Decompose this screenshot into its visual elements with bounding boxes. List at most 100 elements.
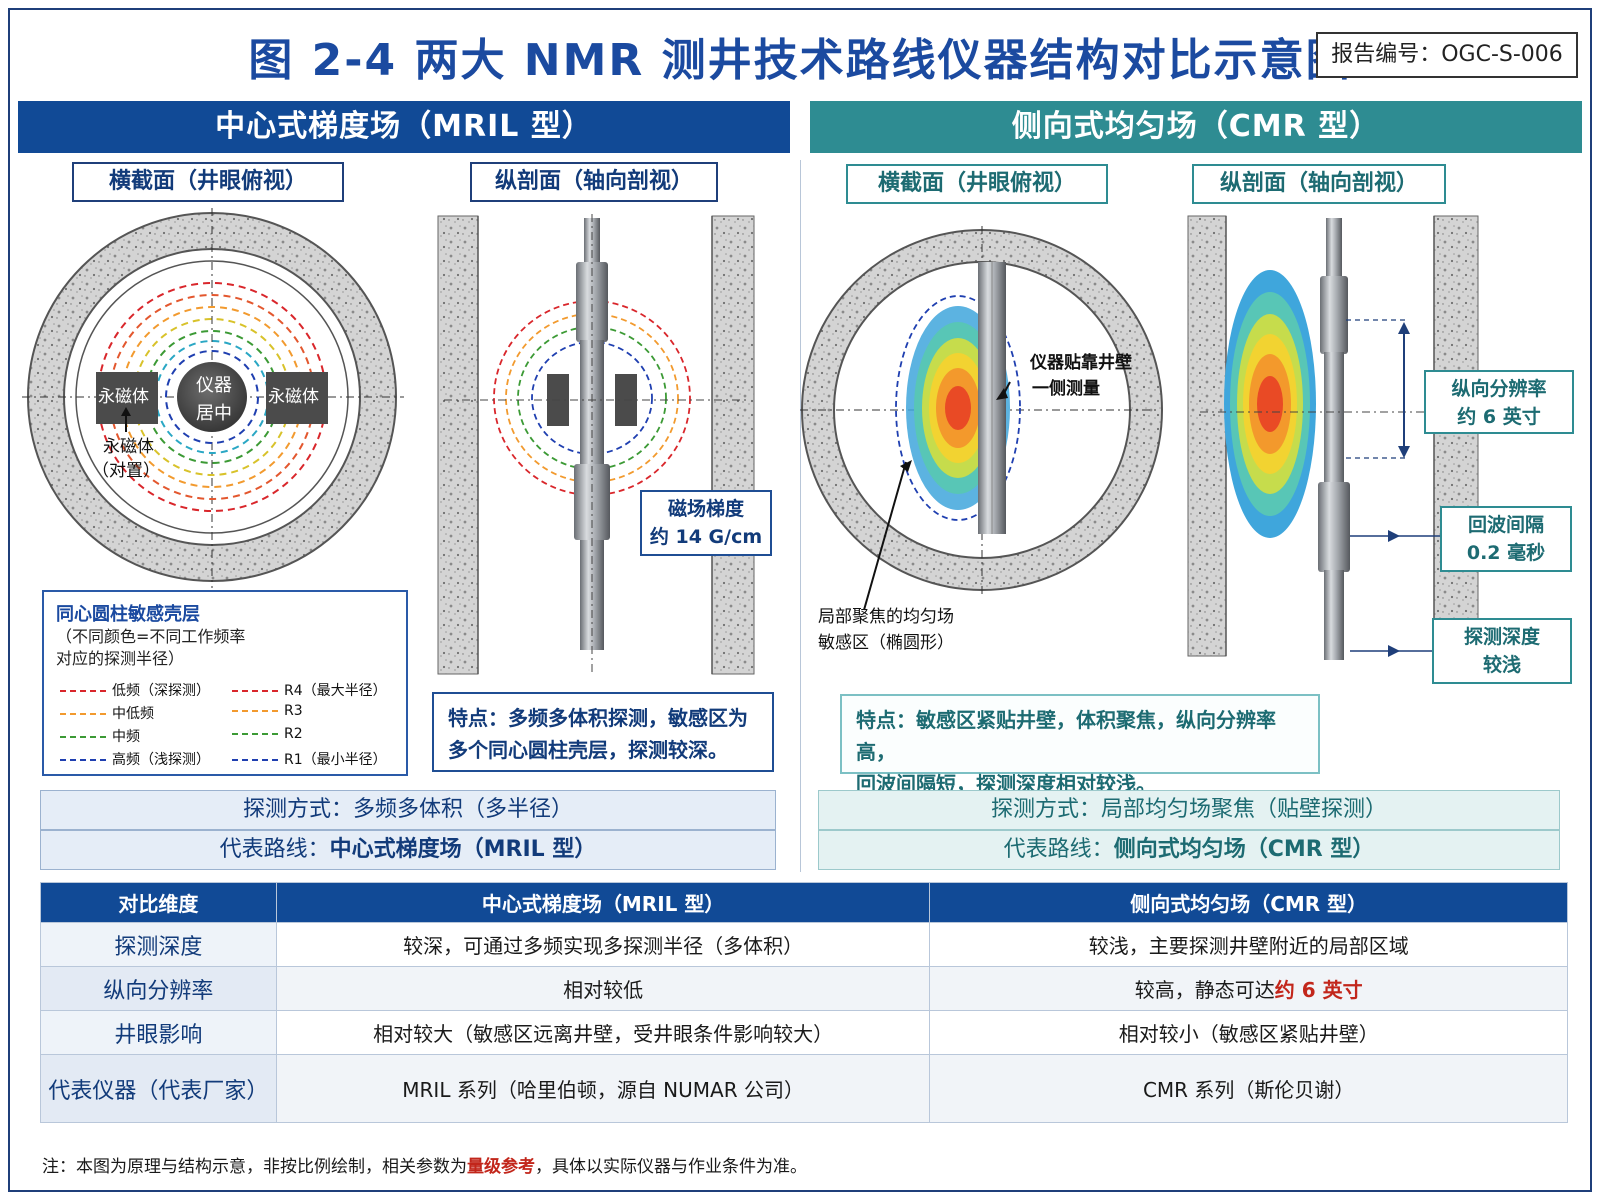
echo-spacing-callout: 回波间隔 0.2 毫秒 — [1440, 506, 1572, 572]
right-wall-rock — [711, 215, 755, 675]
legend-row: 中低频 R3 — [60, 701, 400, 724]
comparison-table: 对比维度 中心式梯度场（MRIL 型） 侧向式均匀场（CMR 型） 探测深度 较… — [40, 882, 1568, 1123]
tool-center-label-2: 居中 — [196, 403, 232, 424]
cmr-feature-box: 特点：敏感区紧贴井壁，体积聚焦，纵向分辨率高， 回波间隔短，探测深度相对较浅。 — [840, 694, 1320, 796]
report-number: 报告编号：OGC-S-006 — [1316, 32, 1578, 78]
table-cell-cmr-text: 较高，静态可达 — [1134, 978, 1275, 1002]
mril-cross-section — [22, 208, 404, 588]
tool-body-upper — [576, 262, 608, 342]
resolution-callout: 纵向分辨率 约 6 英寸 — [1424, 370, 1574, 434]
table-cell-cmr: CMR 系列（斯伦贝谢） — [929, 1054, 1568, 1123]
cmr-method-line: 探测方式：局部均匀场聚焦（贴壁探测） — [818, 790, 1560, 830]
left-cross-section-title: 横截面（井眼俯视） — [72, 162, 344, 202]
table-row: 井眼影响 相对较大（敏感区远离井壁，受井眼条件影响较大） 相对较小（敏感区紧贴井… — [40, 1010, 1568, 1055]
table-header-mril: 中心式梯度场（MRIL 型） — [275, 882, 931, 923]
legend-radius: R3 — [284, 703, 303, 719]
left-longitudinal-title: 纵剖面（轴向剖视） — [470, 162, 718, 202]
table-cell-mril: 相对较低 — [275, 966, 931, 1011]
cmr-longitudinal-section — [1187, 215, 1479, 660]
magnet-right-label: 永磁体 — [268, 387, 319, 407]
cmr-route-value: 侧向式均匀场（CMR 型） — [1113, 837, 1375, 862]
legend-radius: R1（最小半径） — [284, 752, 387, 768]
sensitive-zone-core — [945, 386, 971, 430]
legend-radius: R2 — [284, 726, 303, 742]
legend-row: 低频（深探测） R4（最大半径） — [60, 678, 400, 701]
right-longitudinal-title: 纵剖面（轴向剖视） — [1192, 164, 1446, 204]
legend-sub-2: 对应的探测半径） — [56, 648, 185, 668]
right-cross-section-title: 横截面（井眼俯视） — [846, 164, 1108, 204]
mril-feature-box: 特点：多频多体积探测，敏感区为 多个同心圆柱壳层，探测较深。 — [432, 692, 774, 772]
cmr-feature-line1: 特点：敏感区紧贴井壁，体积聚焦，纵向分辨率高， — [856, 708, 1276, 764]
footnote: 注：本图为原理与结构示意，非按比例绘制，相关参数为量级参考，具体以实际仪器与作业… — [42, 1152, 807, 1177]
wall-label-2: 一侧测量 — [1032, 379, 1100, 399]
right-section-header: 侧向式均匀场（CMR 型） — [810, 101, 1582, 153]
depth-callout-line2: 较浅 — [1482, 653, 1521, 676]
depth-callout: 探测深度 较浅 — [1432, 618, 1572, 684]
magnet-pair-label-1: 永磁体 — [103, 437, 154, 457]
section-divider — [800, 160, 801, 872]
legend-label: 中频 — [112, 729, 140, 745]
figure-title: 图 2-4 两大 NMR 测井技术路线仪器结构对比示意图 — [248, 35, 1352, 86]
legend-title: 同心圆柱敏感壳层 — [56, 604, 200, 625]
figure-frame — [8, 8, 1592, 1192]
legend-label: 中低频 — [112, 706, 154, 722]
magnet-pair-label-2: （对置） — [92, 461, 160, 481]
table-cell-dimension: 代表仪器（代表厂家） — [40, 1054, 277, 1123]
table-cell-dimension: 探测深度 — [40, 922, 277, 967]
table-cell-dimension: 纵向分辨率 — [40, 966, 277, 1011]
legend-radius: R4（最大半径） — [284, 683, 387, 699]
legend-label: 高频（浅探测） — [112, 752, 210, 768]
mril-route-line: 代表路线：中心式梯度场（MRIL 型） — [40, 830, 776, 870]
tool-center — [177, 362, 247, 432]
cmr-cross-section — [800, 226, 1163, 611]
table-cell-mril: MRIL 系列（哈里伯顿，源自 NUMAR 公司） — [275, 1054, 931, 1123]
cmr-route-prefix: 代表路线： — [1003, 837, 1114, 862]
tool-center-label-1: 仪器 — [196, 375, 232, 396]
table-header-dimension: 对比维度 — [40, 882, 277, 923]
gradient-callout: 磁场梯度 约 14 G/cm — [640, 490, 772, 556]
mril-feature-line2: 多个同心圆柱壳层，探测较深。 — [448, 738, 728, 762]
zone-label-1: 局部聚焦的均匀场 — [818, 607, 954, 627]
zone-label-2: 敏感区（椭圆形） — [818, 633, 954, 653]
legend-sub-1: （不同颜色=不同工作频率 — [56, 627, 246, 646]
table-cell-mril: 相对较大（敏感区远离井壁，受井眼条件影响较大） — [275, 1010, 931, 1055]
legend-row: 中频 R2 — [60, 724, 400, 747]
resolution-callout-line1: 纵向分辨率 — [1451, 378, 1547, 400]
footnote-prefix: 注：本图为原理与结构示意，非按比例绘制，相关参数为 — [42, 1157, 467, 1177]
table-cell-cmr: 相对较小（敏感区紧贴井壁） — [929, 1010, 1568, 1055]
table-cell-cmr: 较浅，主要探测井壁附近的局部区域 — [929, 922, 1568, 967]
mril-feature-line1: 特点：多频多体积探测，敏感区为 — [448, 706, 748, 730]
echo-callout-line2: 0.2 毫秒 — [1466, 541, 1546, 564]
resolution-callout-line2: 约 6 英寸 — [1457, 405, 1541, 428]
table-row: 代表仪器（代表厂家） MRIL 系列（哈里伯顿，源自 NUMAR 公司） CMR… — [40, 1054, 1568, 1123]
cmr-route-line: 代表路线：侧向式均匀场（CMR 型） — [818, 830, 1560, 870]
gradient-callout-line1: 磁场梯度 — [667, 498, 744, 520]
mril-longitudinal-section — [437, 214, 755, 676]
table-row: 探测深度 较深，可通过多频实现多探测半径（多体积） 较浅，主要探测井壁附近的局部… — [40, 922, 1568, 967]
legend-rows: 低频（深探测） R4（最大半径） 中低频 R3 中频 R2 高频（浅探测） R1… — [60, 678, 400, 770]
mril-route-value: 中心式梯度场（MRIL 型） — [329, 837, 597, 862]
wall-label-1: 仪器贴靠井壁 — [1030, 353, 1132, 373]
table-cell-cmr-highlight: 约 6 英寸 — [1274, 978, 1363, 1002]
mril-route-prefix: 代表路线： — [219, 837, 330, 862]
legend-row: 高频（浅探测） R1（最小半径） — [60, 747, 400, 770]
shell-legend: 同心圆柱敏感壳层 （不同颜色=不同工作频率 对应的探测半径） — [42, 590, 408, 776]
left-wall-rock — [437, 215, 479, 675]
footnote-suffix: ，具体以实际仪器与作业条件为准。 — [535, 1157, 807, 1177]
footnote-highlight: 量级参考 — [467, 1157, 535, 1177]
table-cell-cmr: 较高，静态可达约 6 英寸 — [929, 966, 1568, 1011]
legend-label: 低频（深探测） — [112, 683, 210, 699]
echo-callout-line1: 回波间隔 — [1467, 514, 1544, 536]
table-cell-mril: 较深，可通过多频实现多探测半径（多体积） — [275, 922, 931, 967]
table-header-row: 对比维度 中心式梯度场（MRIL 型） 侧向式均匀场（CMR 型） — [40, 882, 1568, 923]
magnet-right — [266, 372, 328, 424]
table-cell-dimension: 井眼影响 — [40, 1010, 277, 1055]
table-header-cmr: 侧向式均匀场（CMR 型） — [929, 882, 1568, 923]
depth-callout-line1: 探测深度 — [1463, 626, 1540, 648]
table-row: 纵向分辨率 相对较低 较高，静态可达约 6 英寸 — [40, 966, 1568, 1011]
shell-r1-high-frequency — [165, 350, 259, 444]
magnet-left-label: 永磁体 — [98, 387, 149, 407]
mril-method-line: 探测方式：多频多体积（多半径） — [40, 790, 776, 830]
left-section-header: 中心式梯度场（MRIL 型） — [18, 101, 790, 153]
